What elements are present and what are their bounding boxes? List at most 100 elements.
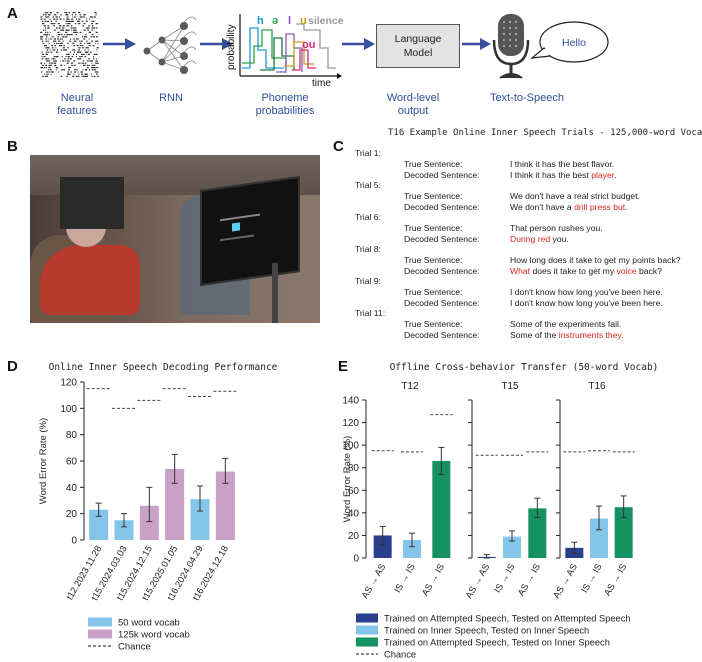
raster-tick — [88, 18, 90, 20]
decoded-text: you. — [550, 234, 569, 244]
raster-tick — [92, 36, 95, 38]
raster-tick — [64, 60, 66, 62]
raster-tick — [47, 25, 50, 27]
raster-tick — [75, 31, 77, 33]
raster-tick — [76, 18, 78, 20]
raster-tick — [74, 27, 77, 29]
raster-tick — [84, 56, 86, 58]
label-text-to-speech: Text-to-Speech — [490, 92, 564, 104]
raster-tick — [57, 36, 59, 38]
raster-tick — [65, 56, 67, 58]
raster-tick — [75, 40, 77, 42]
raster-tick — [95, 40, 97, 42]
raster-tick — [41, 67, 44, 69]
raster-tick — [84, 62, 87, 64]
phoneme-label: silence — [308, 15, 344, 27]
raster-tick — [55, 56, 59, 58]
raster-tick — [45, 58, 47, 60]
bar — [528, 508, 547, 558]
bar — [89, 509, 109, 540]
panel-letter-b: B — [7, 138, 18, 155]
raster-tick — [59, 45, 61, 47]
raster-tick — [74, 29, 76, 31]
decoding-error-text: instruments they — [558, 330, 622, 340]
raster-tick — [60, 49, 63, 51]
raster-tick — [50, 62, 53, 64]
raster-tick — [83, 23, 86, 25]
raster-tick — [75, 56, 77, 58]
raster-tick — [92, 45, 95, 47]
raster-tick — [68, 18, 70, 20]
rnn-network-icon — [143, 16, 197, 74]
raster-tick — [96, 36, 98, 38]
raster-tick — [68, 25, 70, 27]
raster-tick — [96, 67, 99, 69]
raster-tick — [50, 23, 53, 25]
raster-tick — [87, 29, 89, 31]
decoded-text: We don't have a — [510, 202, 575, 212]
raster-tick — [40, 31, 42, 33]
raster-tick — [49, 67, 51, 69]
phoneme-label: h — [257, 15, 264, 27]
raster-tick — [48, 42, 50, 44]
raster-tick — [57, 31, 60, 33]
raster-tick — [54, 64, 57, 66]
raster-tick — [85, 75, 88, 77]
raster-tick — [71, 18, 74, 20]
raster-tick — [91, 60, 93, 62]
raster-tick — [68, 34, 71, 36]
raster-tick — [86, 60, 89, 62]
raster-tick — [60, 29, 63, 31]
bar — [114, 520, 134, 540]
bar — [373, 535, 392, 558]
raster-tick — [65, 12, 67, 14]
bar — [503, 536, 521, 558]
bar — [190, 499, 210, 540]
raster-tick — [76, 38, 79, 40]
raster-tick — [73, 40, 76, 42]
raster-tick — [91, 62, 93, 64]
raster-tick — [78, 12, 79, 14]
legend-swatch — [356, 637, 378, 647]
raster-tick — [82, 60, 85, 62]
raster-tick — [70, 58, 72, 60]
raster-tick — [77, 71, 79, 73]
raster-tick — [42, 14, 45, 16]
raster-tick — [58, 27, 60, 29]
raster-tick — [54, 62, 57, 64]
raster-tick — [63, 49, 65, 51]
label-word-level-output: Word-level output — [386, 92, 440, 117]
raster-tick — [47, 53, 48, 55]
bar — [403, 539, 421, 558]
legend-swatch — [88, 629, 112, 639]
raster-tick — [76, 45, 79, 47]
raster-tick — [55, 16, 58, 18]
raster-tick — [94, 36, 96, 38]
raster-tick — [78, 38, 79, 40]
raster-tick — [45, 38, 47, 40]
raster-tick — [81, 62, 84, 64]
raster-tick — [46, 71, 48, 73]
raster-tick — [51, 36, 54, 38]
raster-tick — [89, 31, 92, 33]
raster-tick — [54, 42, 56, 44]
legend-swatch — [356, 613, 378, 623]
raster-tick — [78, 23, 80, 25]
raster-tick — [40, 16, 42, 18]
raster-tick — [45, 27, 47, 29]
raster-tick — [69, 67, 71, 69]
raster-tick — [85, 27, 88, 29]
panel-letter-a: A — [7, 5, 18, 22]
decoded-sentence: During red you. — [510, 234, 569, 244]
raster-tick — [74, 16, 76, 18]
raster-tick — [96, 71, 98, 73]
raster-tick — [73, 38, 75, 40]
raster-tick — [95, 71, 97, 73]
x-tick-label: AS → IS — [602, 562, 628, 598]
raster-tick — [80, 58, 82, 60]
raster-tick — [76, 31, 78, 33]
raster-tick — [46, 73, 48, 75]
raster-tick — [78, 49, 81, 51]
raster-tick — [47, 69, 50, 71]
raster-tick — [40, 36, 42, 38]
